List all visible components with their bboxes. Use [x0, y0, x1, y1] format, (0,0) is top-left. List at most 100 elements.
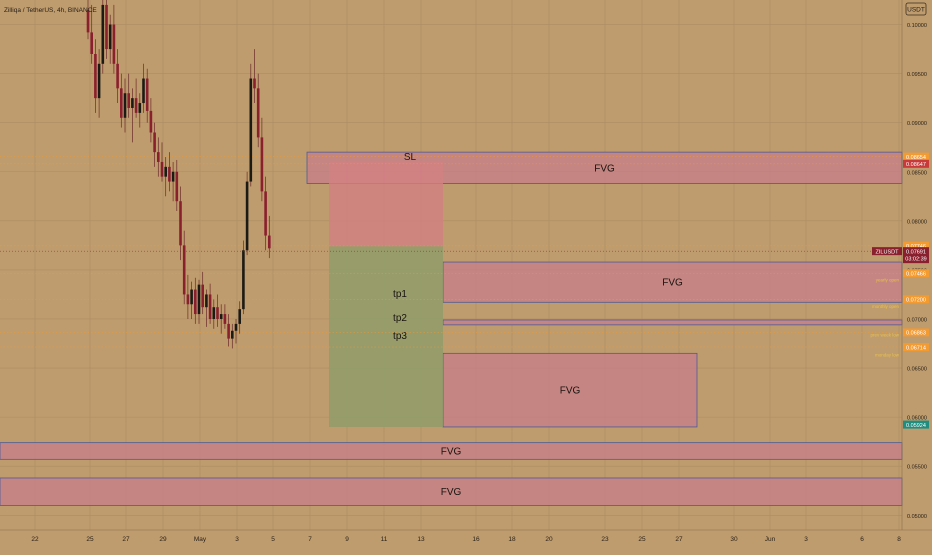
candle — [253, 49, 256, 104]
fvg-zone-box[interactable] — [442, 319, 903, 326]
time-tick-label: 8 — [897, 536, 901, 543]
price-badge-bg — [903, 295, 929, 304]
candle-body — [179, 201, 182, 246]
trade-setup: SL tp1 tp2 tp3 — [329, 152, 443, 427]
candle — [168, 152, 171, 192]
candle-series — [86, 0, 271, 349]
take-profit-label: tp2 — [393, 313, 407, 324]
candle-body — [127, 93, 130, 108]
price-badge: 0.06863 — [903, 328, 929, 337]
candle-body — [208, 294, 212, 319]
price-tick-label: 0.05500 — [907, 465, 927, 471]
candle — [97, 49, 101, 118]
candle — [131, 88, 134, 143]
candle-body — [190, 289, 193, 305]
candle — [120, 73, 123, 128]
candle-body — [182, 245, 186, 295]
time-tick-label: 27 — [675, 536, 683, 543]
price-axis: 0.100000.095000.090000.085000.080000.075… — [901, 0, 927, 530]
candle-body — [260, 137, 264, 192]
fvg-zone-box[interactable] — [442, 352, 698, 428]
candle — [249, 63, 253, 187]
symbol-tag-bg — [872, 247, 902, 256]
candle — [145, 68, 149, 123]
drawing-layer: FVG FVG FVG FVG FVG — [0, 151, 903, 506]
candle-body — [101, 4, 105, 64]
candle — [242, 240, 245, 315]
candle — [245, 171, 249, 256]
candle-body — [160, 161, 164, 177]
price-badge-bg — [903, 343, 929, 352]
candle-body — [227, 323, 230, 339]
time-tick-label: 5 — [271, 536, 275, 543]
price-badge: 0.08654 — [903, 152, 929, 161]
candle-body — [153, 132, 156, 153]
time-tick-label: 30 — [730, 536, 738, 543]
time-tick-label: 29 — [159, 536, 167, 543]
candle — [134, 78, 138, 118]
candle-body — [223, 314, 227, 324]
currency-label: USDT — [907, 7, 925, 14]
time-tick-label: 20 — [545, 536, 553, 543]
candle-body — [116, 63, 119, 89]
current-price-marker: ZILUSDT 0.07691 03:02:39 — [0, 247, 929, 264]
candle — [194, 277, 197, 324]
price-badge-text: 0.07466 — [906, 271, 926, 277]
candle — [160, 142, 164, 182]
candle-body — [238, 309, 241, 324]
price-badge-text: 0.06863 — [906, 331, 926, 337]
stop-loss-zone[interactable] — [329, 161, 443, 247]
fvg-zone[interactable] — [442, 319, 903, 326]
currency-button[interactable]: USDT — [905, 2, 927, 16]
candle-body — [268, 235, 271, 249]
price-badge-bg — [903, 328, 929, 337]
candle — [142, 63, 145, 113]
candle-body — [134, 98, 138, 113]
take-profit-zone[interactable] — [329, 246, 443, 427]
fvg-zone[interactable]: FVG — [442, 352, 698, 428]
candle-body — [197, 284, 201, 315]
time-tick-label: 27 — [122, 536, 130, 543]
candle-body — [219, 314, 223, 319]
candle — [227, 314, 230, 347]
candle-body — [131, 98, 134, 108]
price-badge: 0.07200 — [903, 295, 929, 304]
candle — [138, 93, 142, 128]
price-tick-label: 0.09500 — [907, 72, 927, 78]
candle-body — [249, 78, 253, 182]
candle-body — [86, 9, 90, 33]
candle-body — [120, 88, 123, 118]
time-tick-label: 6 — [860, 536, 864, 543]
price-badge: 0.05924 — [903, 420, 929, 429]
candle-body — [256, 88, 260, 138]
candle — [205, 289, 208, 327]
time-tick-label: 25 — [86, 536, 94, 543]
candle-body — [123, 93, 127, 118]
time-tick-label: 18 — [508, 536, 516, 543]
candle — [264, 176, 267, 251]
price-badge: 0.07746 — [903, 241, 929, 250]
price-tick-label: 0.07000 — [907, 317, 927, 323]
candle-body — [212, 307, 216, 319]
candle — [234, 318, 238, 344]
time-tick-label: 16 — [472, 536, 480, 543]
candle — [260, 117, 264, 202]
candle-body — [90, 32, 93, 54]
candle — [186, 274, 190, 319]
fvg-label: FVG — [662, 278, 683, 289]
fvg-zone[interactable]: FVG — [0, 477, 903, 506]
time-tick-label: 3 — [235, 536, 239, 543]
fvg-zone[interactable]: FVG — [442, 261, 903, 303]
stop-loss-label: SL — [404, 152, 417, 163]
price-tick-label: 0.08000 — [907, 219, 927, 225]
fvg-label: FVG — [594, 163, 615, 174]
level-lines: yearly open monthly open prev week low mond… — [0, 156, 902, 357]
current-price-bg — [903, 247, 929, 264]
candle — [153, 122, 156, 167]
fvg-label: FVG — [441, 446, 462, 457]
fvg-zone[interactable]: FVG — [0, 442, 903, 460]
candle — [179, 186, 182, 261]
